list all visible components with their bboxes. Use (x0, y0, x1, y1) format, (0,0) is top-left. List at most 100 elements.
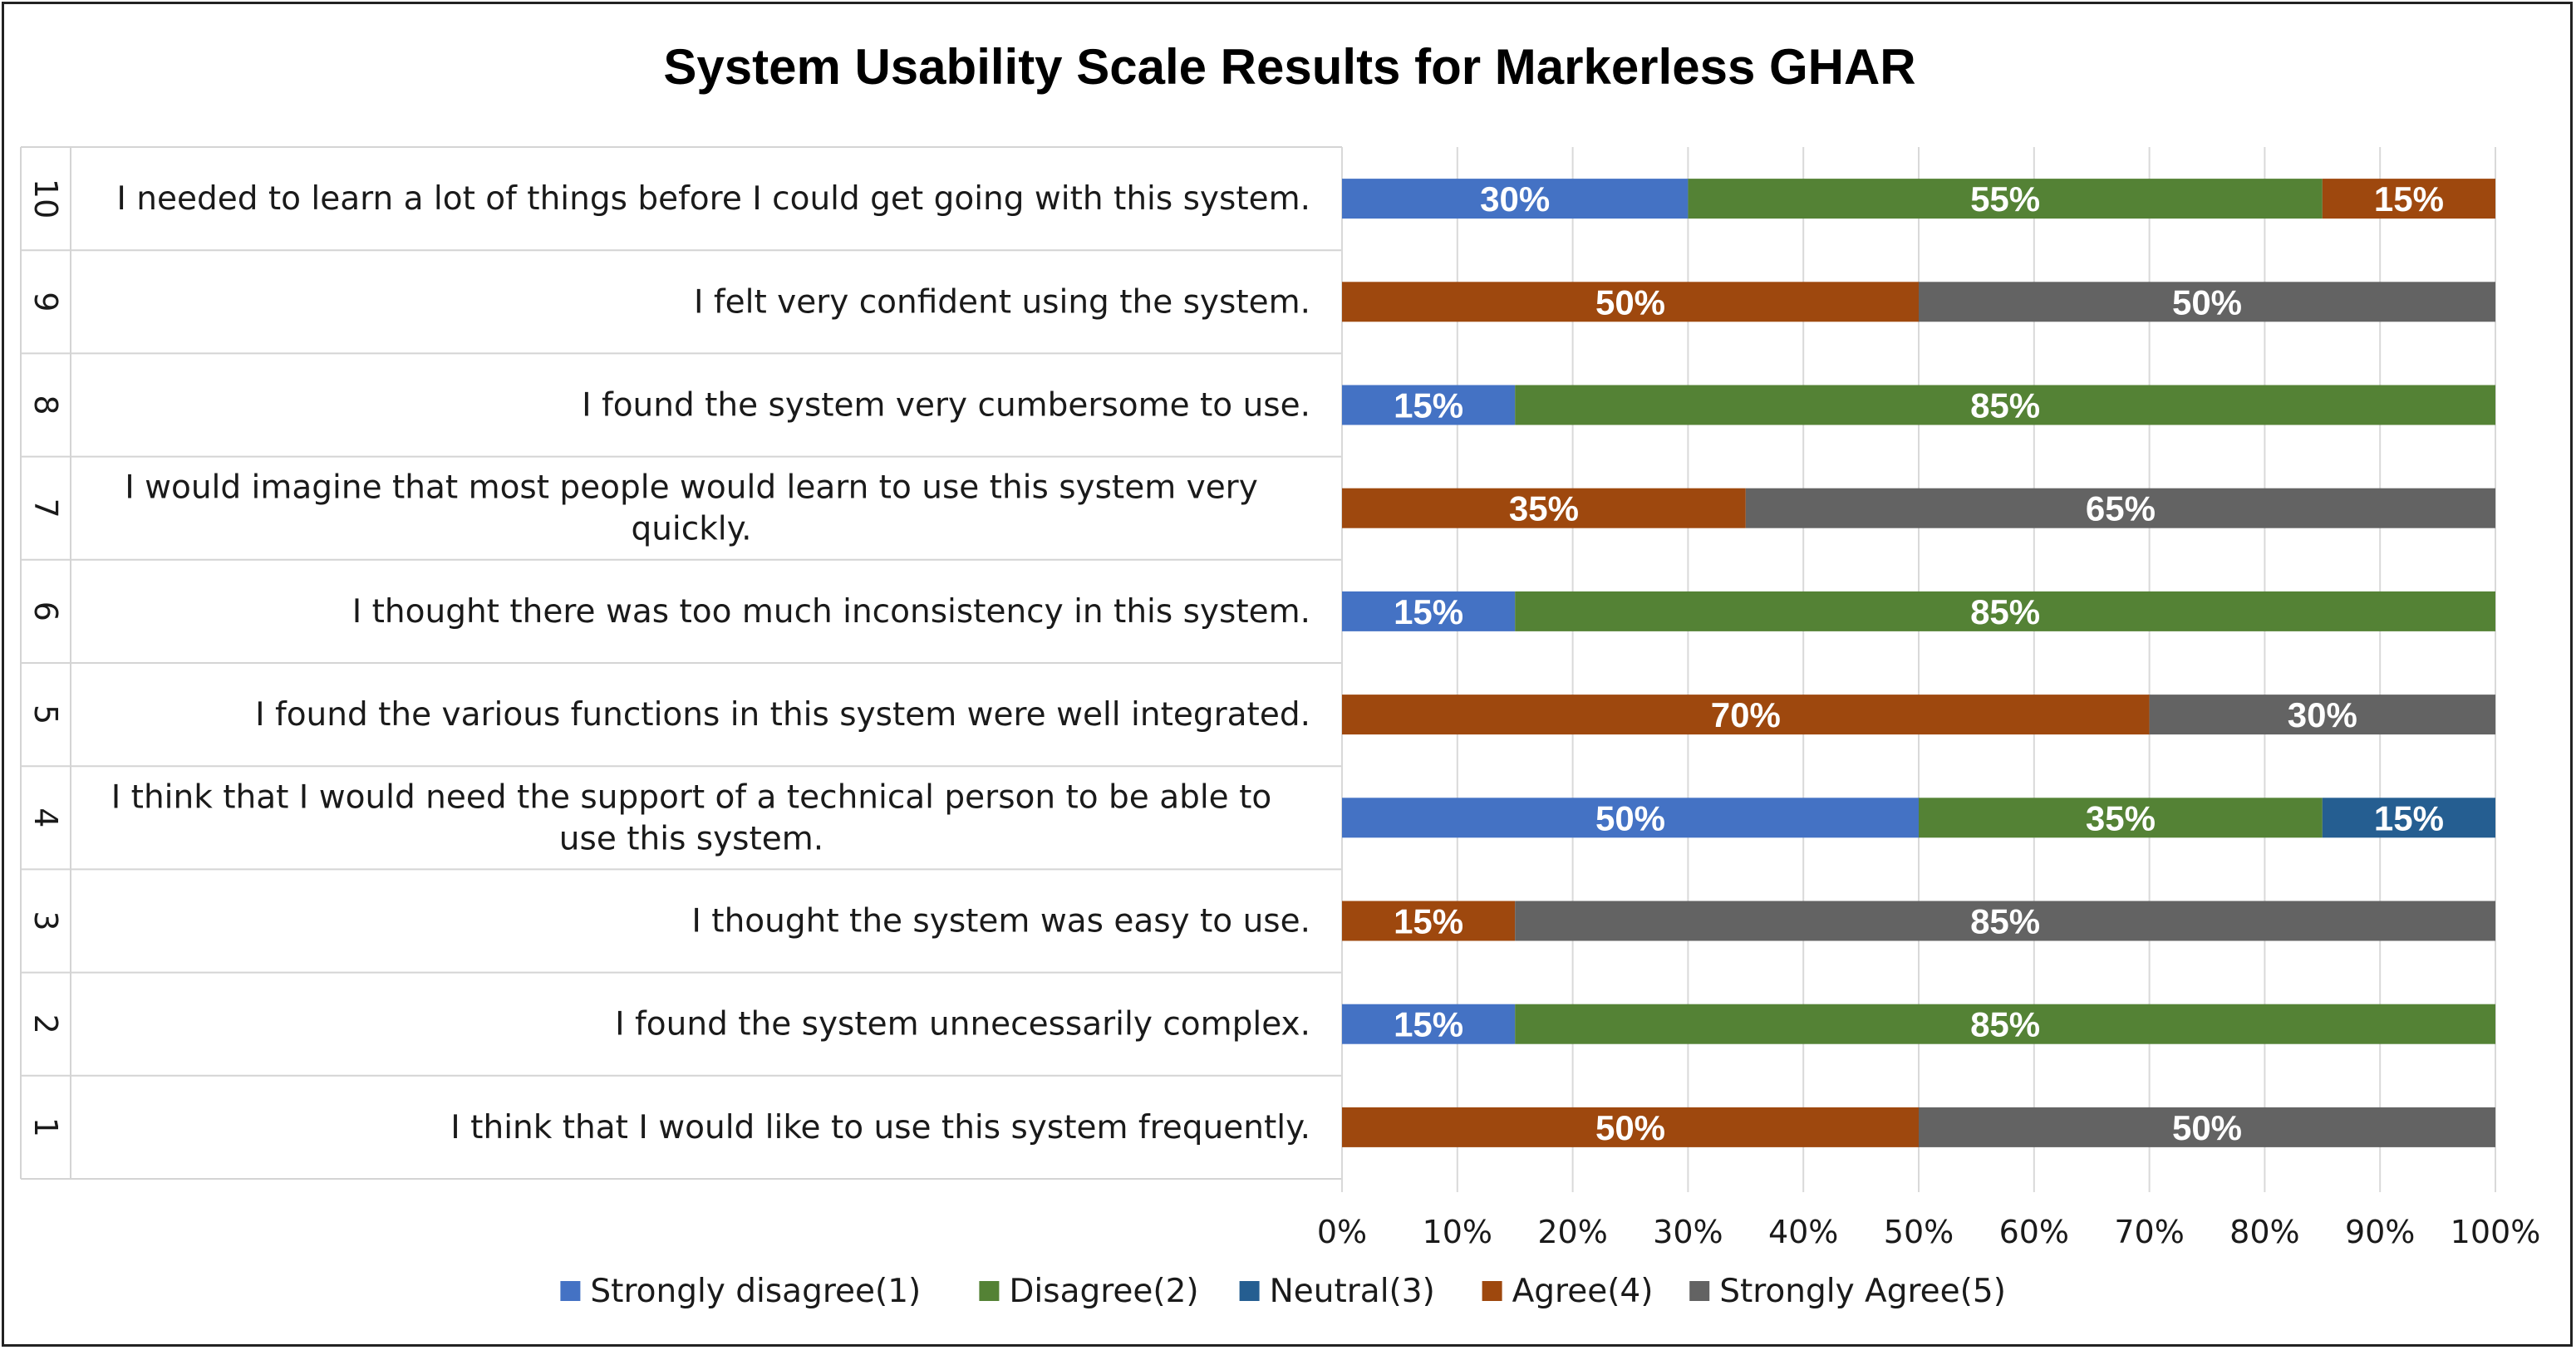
bar-segment (1342, 179, 1689, 219)
data-label: 85% (1970, 902, 2040, 941)
x-tick-label: 0% (1317, 1214, 1367, 1250)
x-tick-label: 80% (2229, 1214, 2299, 1250)
bar-segment (1342, 1107, 1919, 1147)
bar-segment (1515, 901, 2495, 941)
data-label: 30% (1480, 179, 1550, 218)
question-number: 4 (27, 808, 64, 827)
x-tick-label: 40% (1768, 1214, 1838, 1250)
x-tick-label: 20% (1537, 1214, 1607, 1250)
data-label: 15% (1394, 1005, 1463, 1044)
legend-label: Agree(4) (1512, 1273, 1654, 1310)
x-axis-ticks: 0% 10% 20% 30% 40% 50% 60% 70% 80% 90% 100% (1317, 1214, 2540, 1250)
question-label: I think that I would need the support of… (111, 778, 1271, 857)
x-tick-label: 10% (1423, 1214, 1492, 1250)
x-tick-label: 60% (1999, 1214, 2069, 1250)
data-label: 35% (2086, 798, 2156, 837)
bar-segment (1919, 798, 2323, 838)
legend-label: Neutral(3) (1270, 1273, 1435, 1310)
data-label: 85% (1970, 386, 2040, 425)
data-label: 70% (1711, 695, 1781, 734)
question-label-line: quickly. (631, 511, 751, 548)
bar-segment (2322, 798, 2495, 838)
bar-segment (1342, 901, 1516, 941)
legend-swatch (1689, 1281, 1710, 1301)
chart: System Usability Scale Results for Marke… (20, 39, 2540, 1310)
legend-item: Agree(4) (1482, 1273, 1654, 1310)
question-label: I thought the system was easy to use. (691, 903, 1310, 940)
x-tick-label: 30% (1653, 1214, 1723, 1250)
bar-segment (2149, 695, 2495, 735)
bar-segment (1342, 1004, 1516, 1044)
data-label: 15% (2374, 798, 2444, 837)
legend-item: Strongly Agree(5) (1689, 1273, 2006, 1310)
legend-item: Strongly disagree(1) (560, 1273, 921, 1310)
data-label: 85% (1970, 1005, 2040, 1044)
data-label: 50% (1595, 282, 1665, 322)
legend-swatch (979, 1281, 1000, 1301)
question-label: I found the system unnecessarily complex… (615, 1006, 1310, 1043)
data-label: 50% (1595, 798, 1665, 837)
x-tick-label: 100% (2451, 1214, 2541, 1250)
bar-segment (1515, 1004, 2495, 1044)
question-number: 9 (27, 292, 64, 312)
question-label-line: I think that I would need the support of… (111, 778, 1271, 816)
data-label: 85% (1970, 592, 2040, 631)
data-label: 50% (1595, 1108, 1665, 1147)
legend-swatch (1482, 1281, 1502, 1301)
bar-segment (1919, 1107, 2495, 1147)
question-number: 6 (27, 601, 64, 621)
legend-item: Neutral(3) (1239, 1273, 1435, 1310)
bar-segment (1515, 385, 2495, 425)
bar-segment (1342, 385, 1516, 425)
data-label: 15% (1394, 592, 1463, 631)
x-tick-label: 50% (1884, 1214, 1954, 1250)
data-label: 30% (2288, 695, 2357, 734)
question-number: 3 (27, 911, 64, 930)
question-number: 1 (27, 1117, 64, 1137)
question-label: I thought there was too much inconsisten… (352, 593, 1310, 631)
question-number: 10 (27, 179, 64, 218)
bars: 30% 55% 15% 50% 50% 15% 85% 35% 65% 15% 85% 70% 30% 5… (1342, 179, 2495, 1147)
data-label: 50% (2172, 1108, 2242, 1147)
question-label: I would imagine that most people would l… (125, 469, 1258, 548)
bar-segment (2322, 179, 2495, 219)
question-label: I found the system very cumbersome to us… (582, 387, 1310, 425)
legend-label: Strongly Agree(5) (1719, 1273, 2006, 1310)
legend-item: Disagree(2) (979, 1273, 1199, 1310)
category-labels: 10 I needed to learn a lot of things befo… (27, 179, 1310, 1146)
bar-segment (1342, 488, 1746, 528)
data-label: 55% (1970, 179, 2040, 218)
question-number: 8 (27, 395, 64, 415)
category-table (20, 146, 1342, 1180)
bar-segment (1342, 695, 2150, 735)
bar-segment (1919, 282, 2495, 322)
data-label: 15% (1394, 386, 1463, 425)
bar-segment (1342, 798, 1919, 838)
data-label: 15% (2374, 179, 2444, 218)
bar-segment (1342, 591, 1516, 631)
question-label-line: use this system. (559, 820, 823, 857)
bar-segment (1745, 488, 2495, 528)
x-tick-label: 90% (2345, 1214, 2415, 1250)
legend-swatch (560, 1281, 581, 1301)
data-label: 15% (1394, 902, 1463, 941)
question-number: 5 (27, 704, 64, 724)
bar-segment (1688, 179, 2323, 219)
question-label-line: I would imagine that most people would l… (125, 469, 1258, 507)
legend-label: Disagree(2) (1009, 1273, 1198, 1310)
data-label: 50% (2172, 282, 2242, 322)
question-label: I felt very confident using the system. (694, 283, 1310, 321)
chart-title: System Usability Scale Results for Marke… (663, 39, 1915, 95)
x-tick-label: 70% (2114, 1214, 2184, 1250)
question-label: I needed to learn a lot of things before… (116, 180, 1310, 218)
question-label: I think that I would like to use this sy… (450, 1109, 1310, 1146)
bar-segment (1342, 282, 1919, 322)
data-label: 65% (2086, 489, 2156, 528)
question-label: I found the various functions in this sy… (255, 696, 1310, 734)
question-number: 7 (27, 498, 64, 518)
legend-label: Strongly disagree(1) (590, 1273, 921, 1310)
question-number: 2 (27, 1014, 64, 1034)
legend: Strongly disagree(1) Disagree(2) Neutral(3… (560, 1273, 2006, 1310)
data-label: 35% (1509, 489, 1579, 528)
